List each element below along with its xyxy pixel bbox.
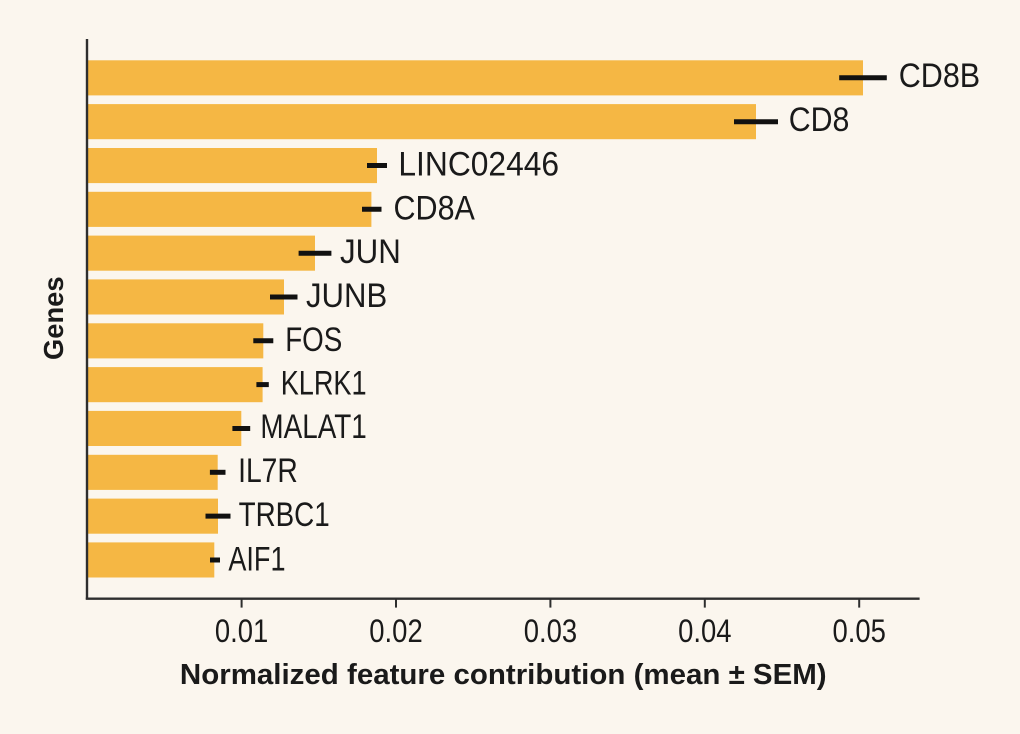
svg-text:0.04: 0.04 [678,613,731,649]
svg-text:JUNB: JUNB [306,277,387,315]
svg-text:KLRK1: KLRK1 [281,364,367,402]
svg-text:0.01: 0.01 [215,613,268,649]
svg-text:CD8B: CD8B [899,57,981,95]
svg-text:IL7R: IL7R [238,452,298,490]
svg-text:Genes: Genes [38,276,69,360]
svg-text:0.05: 0.05 [833,613,886,649]
svg-text:0.02: 0.02 [369,613,422,649]
svg-text:AIF1: AIF1 [228,540,285,578]
svg-text:TRBC1: TRBC1 [239,496,330,534]
svg-text:CD8: CD8 [789,101,850,139]
svg-text:0.03: 0.03 [524,613,577,649]
svg-text:FOS: FOS [285,321,342,359]
svg-text:MALAT1: MALAT1 [260,408,366,446]
svg-text:Normalized feature contributio: Normalized feature contribution (mean ± … [180,659,827,691]
svg-text:JUN: JUN [340,233,401,271]
svg-text:LINC02446: LINC02446 [398,145,559,183]
svg-text:CD8A: CD8A [394,190,476,228]
